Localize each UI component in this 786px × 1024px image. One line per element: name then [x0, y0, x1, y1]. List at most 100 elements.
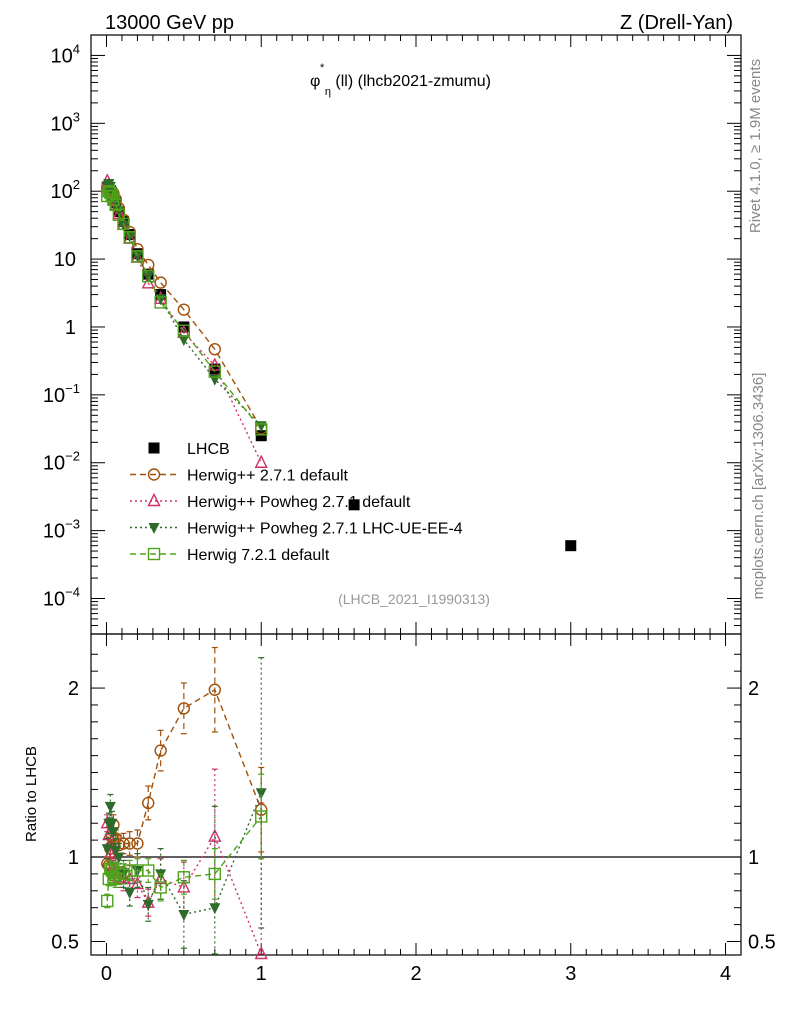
analysis-tag: (LHCB_2021_I1990313): [338, 591, 490, 607]
series-marker: [208, 365, 222, 378]
y-tick-label: 10: [54, 249, 76, 271]
series-marker: [105, 189, 119, 203]
ratio-marker: [101, 894, 114, 908]
x-tick-label: 4: [720, 963, 731, 985]
y-tick-base: 10: [54, 249, 76, 271]
ratio-marker: [154, 881, 167, 894]
series-marker: [208, 343, 222, 356]
legend-marker: [148, 523, 160, 534]
legend-label: Herwig++ Powheg 2.7.1 LHC-UE-EE-4: [187, 521, 463, 538]
ratio-marker: [123, 837, 136, 850]
y-tick-exponent: 2: [73, 177, 80, 192]
legend-label: Herwig 7.2.1 default: [187, 547, 330, 564]
y-tick-base: 10: [51, 181, 73, 203]
legend-label: Herwig++ 2.7.1 default: [187, 468, 349, 485]
data-point: [348, 499, 360, 511]
ratio-marker: [142, 899, 154, 911]
ratio-marker: [142, 864, 155, 877]
legend-entry: Herwig++ 2.7.1 default: [130, 468, 349, 485]
series-3: [101, 178, 267, 955]
series-marker: [131, 250, 144, 263]
ratio-marker: [208, 683, 222, 696]
series-marker: [104, 186, 117, 199]
legend-label: Herwig++ Powheg 2.7.1 default: [187, 494, 411, 511]
y-tick-exponent: 4: [73, 41, 80, 56]
legend-label: LHCB: [187, 441, 230, 458]
plot-title-sub: η: [325, 86, 331, 98]
series-marker: [131, 251, 143, 263]
ratio-marker: [107, 827, 119, 839]
series-marker: [109, 198, 122, 212]
legend-marker: [147, 468, 161, 481]
series-marker: [177, 324, 191, 337]
ratio-marker: [101, 844, 113, 856]
y-tick-base: 10: [51, 45, 73, 67]
ratio-marker: [177, 702, 191, 715]
series-marker: [178, 335, 190, 347]
ratio-plot-frame: [90, 633, 742, 956]
ratio-marker: [123, 864, 136, 877]
legend-marker: [147, 492, 161, 507]
x-tick-label: 0: [101, 963, 112, 985]
ratio-y-tick-label-right: 2: [748, 678, 759, 700]
y-tick-base: 10: [51, 113, 73, 135]
ratio-axes: 0 1 2 3 4 2 2 1 1 0.5 0.5: [51, 634, 776, 985]
series-marker: [102, 185, 115, 198]
series-marker: [254, 454, 268, 468]
header-energy-label: 13000 GeV pp: [105, 12, 234, 34]
y-tick-label: 10−4: [43, 585, 80, 611]
ratio-marker: [208, 867, 222, 881]
y-tick-exponent: 3: [73, 109, 80, 124]
series-marker: [142, 271, 154, 283]
ratio-marker: [106, 818, 118, 830]
series-marker: [112, 208, 126, 221]
legend-entry: Herwig 7.2.1 default: [130, 547, 330, 564]
y-tick-label: 10−1: [43, 381, 80, 407]
data-point: [255, 430, 267, 442]
legend-entry: LHCB: [148, 441, 230, 458]
ratio-marker: [130, 875, 145, 890]
data-point: [565, 540, 577, 552]
y-tick-base: 1: [65, 317, 76, 339]
ratio-y-tick-label: 2: [68, 678, 79, 700]
ratio-marker: [142, 796, 155, 810]
x-tick-label: 2: [410, 963, 421, 985]
ratio-marker: [104, 801, 116, 813]
legend-marker: [147, 547, 161, 561]
series-marker: [123, 231, 136, 244]
ratio-y-tick-label-right: 0.5: [748, 931, 776, 953]
plot-title-symbol: φ: [310, 73, 320, 90]
x-tick-label: 3: [565, 963, 576, 985]
y-tick-label: 10−3: [43, 517, 80, 543]
ratio-marker: [209, 903, 221, 915]
ratio-marker: [255, 810, 268, 823]
ratio-marker: [178, 909, 190, 921]
y-tick-label: 1: [65, 317, 76, 339]
ratio-marker: [154, 744, 167, 757]
legend-marker: [148, 442, 160, 454]
data-point: [209, 363, 221, 375]
series-marker: [177, 303, 191, 316]
series-marker: [154, 296, 167, 309]
series-line: [106, 187, 262, 429]
ratio-marker: [131, 837, 144, 850]
plot-title: φ η (ll) (lhcb2021-zmumu): [310, 73, 491, 99]
y-tick-base: 10: [43, 385, 65, 407]
series-marker: [154, 276, 167, 289]
mcplots-label: mcplots.cern.ch [arXiv:1306.3436]: [750, 373, 767, 600]
series-marker: [117, 217, 130, 231]
ratio-y-tick-label-right: 1: [748, 847, 759, 869]
ratio-marker: [208, 828, 222, 842]
header-process-label: Z (Drell-Yan): [620, 12, 733, 34]
y-tick-label: 103: [51, 109, 80, 135]
legend-entry: Herwig++ Powheg 2.7.1 default: [130, 492, 411, 511]
ratio-marker: [254, 945, 268, 960]
plot-title-rest: (ll) (lhcb2021-zmumu): [335, 73, 491, 90]
series-marker: [142, 269, 155, 283]
y-tick-base: 10: [43, 453, 65, 475]
ratio-marker: [177, 871, 191, 884]
series-marker: [208, 357, 222, 371]
ratio-y-tick-label: 0.5: [51, 931, 79, 953]
legend: LHCB Herwig++ 2.7.1 default Herwig++ Powhe…: [130, 441, 463, 564]
